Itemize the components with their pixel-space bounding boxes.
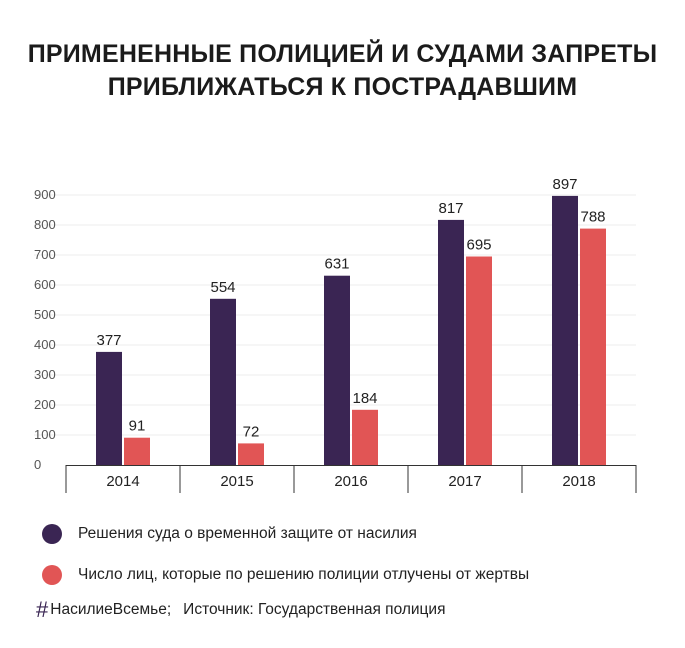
legend-label-court: Решения суда о временной защите от насил… xyxy=(78,525,417,542)
data-label: 897 xyxy=(552,176,577,193)
bar-police-2018 xyxy=(580,228,606,465)
source-text: Источник: Государственная полиция xyxy=(183,601,446,618)
y-tick-label: 100 xyxy=(34,427,56,442)
legend-dot-court-icon xyxy=(42,524,62,544)
bar-police-2016 xyxy=(352,409,378,465)
data-label: 554 xyxy=(210,279,235,296)
y-tick-label: 700 xyxy=(34,247,56,262)
legend-dot-police-icon xyxy=(42,565,62,585)
chart-title: ПРИМЕНЕННЫЕ ПОЛИЦИЕЙ И СУДАМИ ЗАПРЕТЫ ПР… xyxy=(0,38,685,104)
bar-police-2015 xyxy=(238,443,264,465)
y-tick-label: 400 xyxy=(34,337,56,352)
bar-police-2014 xyxy=(124,437,150,465)
hash-icon: # xyxy=(36,597,49,622)
data-label: 817 xyxy=(438,200,463,217)
legend-label-police: Число лиц, которые по решению полиции от… xyxy=(78,566,530,583)
x-tick-label: 2016 xyxy=(334,473,367,490)
x-tick-label: 2018 xyxy=(562,473,595,490)
y-tick-label: 800 xyxy=(34,217,56,232)
x-axis: 2014 2015 2016 2017 2018 xyxy=(65,465,637,493)
x-tick-label: 2014 xyxy=(106,473,139,490)
bar-chart: 0 100 200 300 400 500 600 700 800 900 377 91 554 72 6… xyxy=(34,176,637,493)
data-label: 91 xyxy=(129,418,146,435)
x-tick-label: 2017 xyxy=(448,473,481,490)
x-tick-label: 2015 xyxy=(220,473,253,490)
bar-police-2017 xyxy=(466,256,492,465)
source-line: # НасилиеВсемье; Источник: Государственн… xyxy=(36,597,445,623)
data-label: 72 xyxy=(243,423,260,440)
data-label: 184 xyxy=(352,390,377,407)
chart-title-line-2: ПРИБЛИЖАТЬСЯ К ПОСТРАДАВШИМ xyxy=(107,73,578,101)
data-label: 788 xyxy=(580,209,605,226)
data-label: 377 xyxy=(96,332,121,349)
y-tick-label: 300 xyxy=(34,367,56,382)
bar-court-2016 xyxy=(324,275,350,465)
bars xyxy=(96,195,606,465)
y-tick-label: 600 xyxy=(34,277,56,292)
y-tick-label: 0 xyxy=(34,457,41,472)
hashtag-text: НасилиеВсемье; xyxy=(50,601,172,618)
data-label: 631 xyxy=(324,256,349,273)
legend-item-court-decisions: Решения суда о временной защите от насил… xyxy=(42,521,417,547)
y-tick-label: 500 xyxy=(34,307,56,322)
y-axis-ticks: 0 100 200 300 400 500 600 700 800 900 xyxy=(34,187,56,472)
bar-court-2017 xyxy=(438,219,464,465)
y-tick-label: 900 xyxy=(34,187,56,202)
bar-court-2015 xyxy=(210,298,236,465)
bar-court-2014 xyxy=(96,351,122,465)
chart-title-line-1: ПРИМЕНЕННЫЕ ПОЛИЦИЕЙ И СУДАМИ ЗАПРЕТЫ xyxy=(27,40,658,68)
data-label: 695 xyxy=(466,237,491,254)
bar-court-2018 xyxy=(552,195,578,465)
legend-item-police-decisions: Число лиц, которые по решению полиции от… xyxy=(42,562,529,588)
y-tick-label: 200 xyxy=(34,397,56,412)
